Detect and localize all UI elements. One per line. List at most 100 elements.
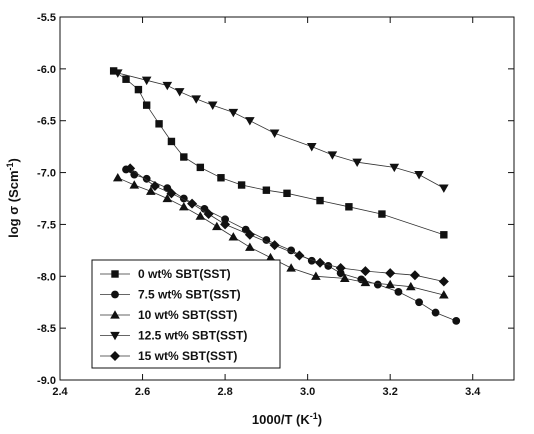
x-tick-label: 3.0 bbox=[300, 386, 315, 398]
y-tick-label: -7.0 bbox=[37, 168, 56, 180]
data-point bbox=[440, 231, 448, 239]
data-point bbox=[142, 174, 151, 183]
data-point bbox=[389, 163, 400, 173]
axis-ticks: 2.4 2.6 2.8 3.0 3.2 3.4 -9.0 -8.5 -8.0 -7.5 -7.0 -6… bbox=[37, 12, 514, 398]
data-point bbox=[452, 316, 461, 325]
data-point bbox=[220, 219, 231, 230]
x-tick-label: 2.6 bbox=[135, 386, 150, 398]
series-line bbox=[113, 70, 444, 236]
legend-marker bbox=[110, 351, 120, 361]
y-tick-label: -6.5 bbox=[37, 116, 56, 128]
data-point bbox=[203, 209, 214, 220]
data-point bbox=[195, 211, 206, 220]
data-point bbox=[241, 225, 250, 234]
legend-item: 12.5 wt% SBT(SST) bbox=[100, 329, 247, 343]
data-point bbox=[315, 257, 326, 268]
data-point bbox=[191, 95, 201, 104]
data-point bbox=[112, 69, 123, 78]
x-tick-label: 2.8 bbox=[217, 386, 232, 398]
data-point bbox=[373, 280, 382, 289]
legend-label: 12.5 wt% SBT(SST) bbox=[138, 329, 247, 343]
series-3 bbox=[112, 172, 449, 299]
y-axis-title: log σ (Scm-1) bbox=[5, 158, 21, 238]
data-point bbox=[207, 101, 218, 110]
series-4 bbox=[112, 69, 449, 193]
data-point bbox=[385, 279, 395, 289]
data-point bbox=[438, 276, 449, 287]
data-point bbox=[162, 193, 173, 203]
data-point bbox=[162, 81, 173, 91]
data-point bbox=[439, 290, 449, 299]
legend-marker bbox=[110, 331, 120, 341]
data-point bbox=[286, 263, 296, 272]
data-point bbox=[311, 271, 321, 280]
data-point bbox=[294, 250, 305, 261]
data-point bbox=[155, 120, 163, 128]
data-point bbox=[179, 201, 189, 211]
data-point bbox=[269, 240, 280, 251]
data-point bbox=[394, 287, 403, 296]
data-point bbox=[378, 210, 386, 218]
data-point bbox=[228, 108, 239, 118]
x-axis-title: 1000/T (K-1) bbox=[252, 411, 322, 427]
data-point bbox=[149, 181, 160, 192]
data-point bbox=[439, 184, 449, 193]
legend-item: 7.5 wt% SBT(SST) bbox=[100, 288, 241, 302]
data-point bbox=[262, 236, 271, 244]
data-point bbox=[409, 270, 420, 281]
data-point bbox=[327, 151, 338, 160]
data-point bbox=[415, 298, 423, 307]
legend: 0 wt% SBT(SST) 7.5 wt% SBT(SST) 10 wt% SBT… bbox=[91, 259, 281, 369]
data-point bbox=[212, 221, 222, 231]
data-point bbox=[306, 143, 317, 152]
data-point bbox=[174, 88, 185, 97]
data-series bbox=[109, 67, 461, 325]
data-point bbox=[228, 232, 239, 241]
data-point bbox=[431, 308, 440, 317]
data-point bbox=[109, 67, 118, 75]
data-point bbox=[262, 186, 271, 194]
data-point bbox=[360, 266, 371, 277]
data-point bbox=[167, 137, 176, 146]
data-point bbox=[187, 198, 198, 209]
data-point bbox=[217, 174, 225, 182]
data-point bbox=[122, 75, 130, 83]
x-tick-label: 2.4 bbox=[52, 386, 68, 398]
data-point bbox=[324, 262, 333, 270]
data-point bbox=[129, 180, 140, 189]
data-point bbox=[166, 188, 177, 199]
data-point bbox=[287, 246, 296, 255]
data-point bbox=[352, 158, 362, 167]
series-2 bbox=[122, 165, 461, 325]
data-point bbox=[339, 273, 350, 282]
data-point bbox=[141, 76, 152, 86]
legend-marker bbox=[111, 290, 119, 299]
data-point bbox=[245, 117, 255, 126]
y-tick-label: -9.0 bbox=[37, 375, 56, 387]
data-point bbox=[265, 252, 276, 262]
data-point bbox=[283, 189, 291, 198]
data-point bbox=[360, 277, 371, 287]
x-tick-label: 3.2 bbox=[383, 386, 398, 398]
data-point bbox=[221, 215, 229, 224]
legend-label: 10 wt% SBT(SST) bbox=[138, 308, 237, 322]
data-point bbox=[414, 171, 424, 180]
legend-box bbox=[91, 259, 281, 369]
data-point bbox=[196, 163, 205, 172]
y-tick-label: -5.5 bbox=[37, 12, 56, 24]
data-point bbox=[134, 85, 143, 94]
legend-item: 10 wt% SBT(SST) bbox=[100, 308, 237, 322]
legend-label: 15 wt% SBT(SST) bbox=[138, 349, 237, 363]
y-tick-label: -8.5 bbox=[37, 323, 56, 335]
data-point bbox=[112, 172, 123, 182]
data-point bbox=[163, 184, 172, 193]
data-point bbox=[180, 153, 188, 161]
data-point bbox=[125, 163, 136, 174]
legend-item: 0 wt% SBT(SST) bbox=[100, 267, 231, 281]
data-point bbox=[345, 203, 353, 211]
data-point bbox=[146, 186, 156, 195]
data-point bbox=[200, 204, 209, 213]
data-point bbox=[245, 242, 255, 251]
y-tick-label: -8.0 bbox=[37, 271, 56, 283]
